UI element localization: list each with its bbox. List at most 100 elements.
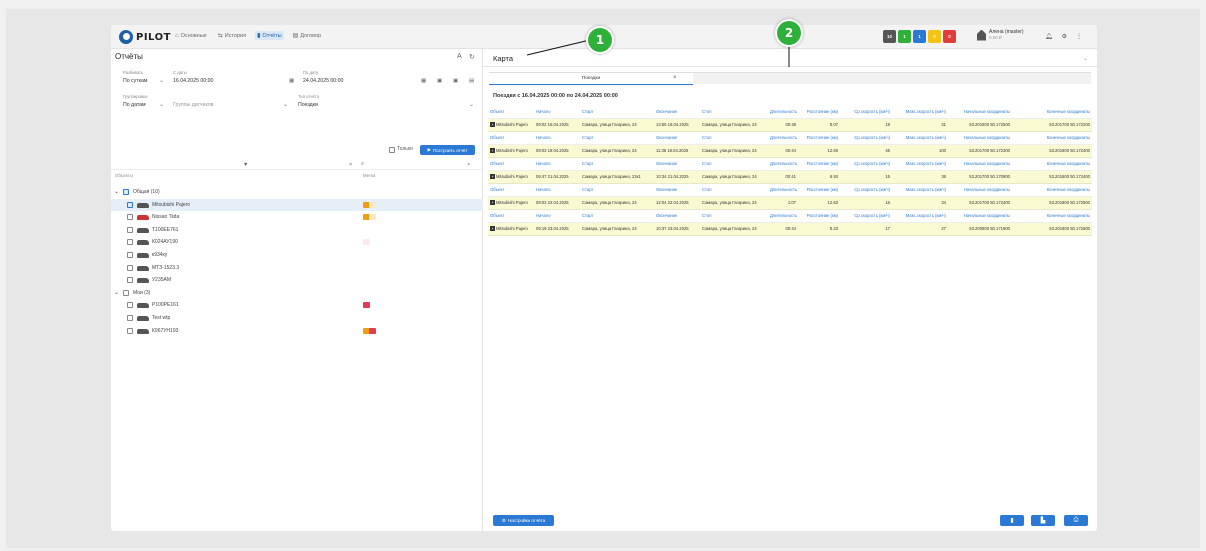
tree-item[interactable]: МТЗ-1523.3 xyxy=(111,262,483,274)
column-header[interactable]: Конечные координаты xyxy=(1012,105,1092,119)
column-header[interactable]: Окончание xyxy=(654,209,700,223)
column-header[interactable]: Начальные координаты xyxy=(948,209,1012,223)
column-header[interactable]: Конечные координаты xyxy=(1012,157,1092,171)
nav-item-main[interactable]: ⌂ Основные xyxy=(175,32,207,39)
expand-icon[interactable]: + xyxy=(490,148,495,154)
column-header[interactable]: Расстояние (км) xyxy=(798,131,840,145)
tree-item[interactable]: Nissan Tiida xyxy=(111,211,483,223)
chevron-down-icon[interactable]: ⌄ xyxy=(114,289,120,296)
report-type-select[interactable]: Поездки xyxy=(298,102,318,108)
column-header[interactable]: Начало xyxy=(534,105,580,119)
tree-checkbox[interactable] xyxy=(127,315,133,321)
column-header[interactable]: Стоп xyxy=(700,131,768,145)
column-header[interactable]: Начало xyxy=(534,183,580,197)
column-header[interactable]: Объект xyxy=(488,183,534,197)
column-header[interactable]: Расстояние (км) xyxy=(798,183,840,197)
calendar-month-icon[interactable]: ▣ xyxy=(453,78,459,84)
column-header[interactable]: Старт xyxy=(580,105,654,119)
column-header[interactable]: Стоп xyxy=(700,157,768,171)
table-row[interactable]: + Mitsubishi Pajero 09:03 22.04.2025 Самара… xyxy=(488,196,1092,210)
chevron-down-icon[interactable]: ⌄ xyxy=(159,78,165,84)
calendar-range-icon[interactable]: ▤ xyxy=(469,78,475,84)
tree-item[interactable]: Т100ЕЕ761 xyxy=(111,224,483,236)
column-header[interactable]: Старт xyxy=(580,157,654,171)
tree-item[interactable]: к934ку xyxy=(111,249,483,261)
column-header[interactable]: Конечные координаты xyxy=(1012,209,1092,223)
tree-checkbox[interactable] xyxy=(127,226,133,233)
tree-item[interactable]: Mitsubishi Pajero xyxy=(111,198,483,211)
close-tab-icon[interactable]: × xyxy=(673,75,677,81)
bell-icon[interactable]: 🔔︎ xyxy=(1045,34,1053,40)
column-header[interactable]: Макс.скорость (км/ч) xyxy=(892,183,948,197)
export-excel-button[interactable]: ▙ xyxy=(1031,515,1055,526)
tab-trips[interactable]: Поездки × xyxy=(489,73,693,85)
tree-item[interactable]: Test wtp xyxy=(111,312,483,324)
tree-checkbox[interactable] xyxy=(127,214,133,221)
column-header[interactable]: Объект xyxy=(488,157,534,171)
column-header[interactable]: Начальные координаты xyxy=(948,183,1012,197)
search-icon[interactable]: ⌕ xyxy=(361,161,365,167)
tree-checkbox[interactable] xyxy=(123,289,129,296)
detail-select[interactable]: По суткам xyxy=(123,78,148,84)
column-header[interactable]: Начало xyxy=(534,209,580,223)
expand-icon[interactable]: + xyxy=(490,122,495,128)
column-header[interactable]: Начальные координаты xyxy=(948,157,1012,171)
column-header[interactable]: Стоп xyxy=(700,209,768,223)
clear-filter-icon[interactable]: × xyxy=(349,162,353,168)
column-header[interactable]: Ср.скорость (км/ч) xyxy=(840,183,892,197)
column-header[interactable]: Ср.скорость (км/ч) xyxy=(840,131,892,145)
tree-item[interactable]: Р100РЕ161 xyxy=(111,299,483,311)
expand-icon[interactable]: + xyxy=(490,226,495,232)
column-header[interactable]: Макс.скорость (км/ч) xyxy=(892,157,948,171)
chevron-down-icon[interactable]: ⌄ xyxy=(469,102,475,108)
filter-icon[interactable]: ▼ xyxy=(243,162,249,168)
column-header[interactable]: Длительность xyxy=(768,183,798,197)
to-date-input[interactable]: 24.04.2025 00:00 xyxy=(303,78,344,84)
column-header[interactable]: Длительность xyxy=(768,157,798,171)
badge-parked[interactable]: 1 xyxy=(913,30,926,43)
export-pdf-button[interactable]: ▮ xyxy=(1000,515,1024,526)
refresh-icon[interactable]: ↻ xyxy=(469,54,475,61)
sensor-groups-select[interactable]: Группы датчиков xyxy=(173,102,214,108)
column-header[interactable]: Макс.скорость (км/ч) xyxy=(892,105,948,119)
chevron-down-icon[interactable]: ⌄ xyxy=(1083,56,1089,62)
column-header[interactable]: Объект xyxy=(488,105,534,119)
column-header[interactable]: Окончание xyxy=(654,183,700,197)
expand-icon[interactable]: + xyxy=(490,174,495,180)
text-size-icon[interactable]: A xyxy=(457,53,462,60)
nav-item-contract[interactable]: ▤ Договор xyxy=(292,32,322,40)
tree-checkbox[interactable] xyxy=(127,201,133,208)
column-header[interactable]: Расстояние (км) xyxy=(798,105,840,119)
tree-item[interactable]: У235АМ xyxy=(111,274,483,286)
column-header[interactable]: Начало xyxy=(534,157,580,171)
column-header[interactable]: Начальные координаты xyxy=(948,131,1012,145)
column-header[interactable]: Ср.скорость (км/ч) xyxy=(840,157,892,171)
column-header[interactable]: Макс.скорость (км/ч) xyxy=(892,209,948,223)
pilot-logo[interactable]: PILOT xyxy=(119,30,171,44)
expand-icon[interactable]: + xyxy=(490,200,495,206)
report-settings-button[interactable]: ⚙ Настройки отчёта xyxy=(493,515,554,526)
chevron-down-icon[interactable]: ⌄ xyxy=(283,102,289,108)
column-header[interactable]: Старт xyxy=(580,209,654,223)
column-header[interactable]: Стоп xyxy=(700,183,768,197)
tree-group[interactable]: ⌄ Общая (10) xyxy=(111,186,483,198)
close-search-icon[interactable]: × xyxy=(467,162,471,168)
calendar-icon[interactable]: ▦ xyxy=(421,78,427,84)
column-header[interactable]: Длительность xyxy=(768,209,798,223)
tree-checkbox[interactable] xyxy=(127,327,133,334)
column-header[interactable]: Начало xyxy=(534,131,580,145)
column-header[interactable]: Ср.скорость (км/ч) xyxy=(840,105,892,119)
column-header[interactable]: Старт xyxy=(580,131,654,145)
column-header[interactable]: Стоп xyxy=(700,105,768,119)
table-row[interactable]: + Mitsubishi Pajero 09:02 16.04.2025 Самара… xyxy=(488,118,1092,132)
column-header[interactable]: Конечные координаты xyxy=(1012,183,1092,197)
tree-checkbox[interactable] xyxy=(127,252,133,258)
column-header[interactable]: Объект xyxy=(488,131,534,145)
tree-item[interactable]: К967УН193 xyxy=(111,325,483,337)
group-select[interactable]: По датам xyxy=(123,102,146,108)
tree-group[interactable]: ⌄ Мои (3) xyxy=(111,287,483,299)
nav-item-reports[interactable]: ▮ Отчёты xyxy=(255,31,284,40)
column-header[interactable]: Макс.скорость (км/ч) xyxy=(892,131,948,145)
column-header[interactable]: Окончание xyxy=(654,131,700,145)
badge-moving[interactable]: 1 xyxy=(898,30,911,43)
